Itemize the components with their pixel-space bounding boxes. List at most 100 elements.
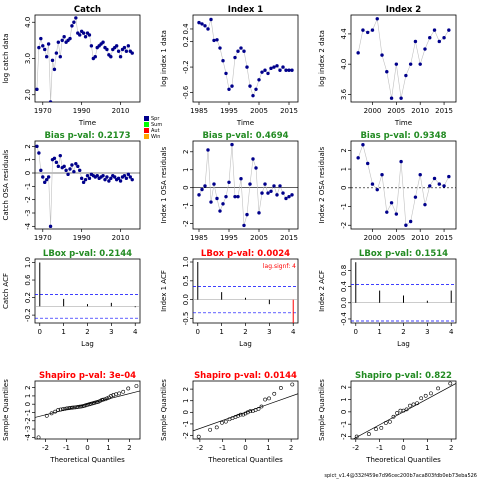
data-point <box>200 22 204 26</box>
data-point <box>215 196 219 201</box>
qq-reference-line <box>352 383 456 439</box>
x-tick-label: 2005 <box>387 107 405 115</box>
y-tick-label: 0 <box>340 410 348 414</box>
data-point <box>60 38 64 43</box>
data-point <box>257 78 261 82</box>
x-tick-label: 2 <box>401 328 405 336</box>
x-tick-label: 2010 <box>411 107 429 115</box>
data-point <box>260 191 264 195</box>
plot-area <box>35 16 134 102</box>
plot-area <box>351 143 456 227</box>
panel-title: Shapiro p-val: 3e-04 <box>39 371 136 381</box>
data-point <box>278 184 282 188</box>
footer-stamp: spict_v1.4@332f459e7d96cec200b7aca803fdb… <box>324 473 477 479</box>
data-point <box>78 168 82 173</box>
panel-11: Shapiro p-val: 0.0144 -2 -1 0 1 2 -2 -1 0 1 2 Theor… <box>160 371 299 464</box>
data-point <box>128 175 132 179</box>
qq-point <box>248 409 253 414</box>
panel-7: LBox p-val: 0.2144 0 1 2 3 4 -0.2 0.2 0.6 1.0 Lag C… <box>2 249 141 348</box>
qq-point <box>63 406 67 411</box>
data-point <box>254 166 258 170</box>
x-tick-label: 1 <box>425 444 429 452</box>
qq-point <box>272 391 277 396</box>
plot-frame <box>350 258 457 324</box>
y-tick-label: -2 <box>24 196 32 203</box>
data-point <box>284 68 288 72</box>
plot-area <box>35 144 140 229</box>
qq-point <box>196 434 201 439</box>
plot-frame <box>34 380 141 440</box>
data-point <box>380 53 384 57</box>
panel-title: LBox p-val: 0.0024 <box>201 249 290 259</box>
data-point <box>116 49 121 53</box>
data-point <box>200 187 204 192</box>
y-tick-label: 1 <box>24 157 32 161</box>
data-point <box>370 28 375 32</box>
data-point <box>83 35 88 39</box>
data-point <box>197 20 201 25</box>
qq-point <box>238 412 243 417</box>
data-point <box>242 49 246 53</box>
data-point <box>85 173 90 178</box>
data-point <box>224 71 228 76</box>
data-point <box>218 209 222 213</box>
qq-point <box>126 386 131 391</box>
qq-point <box>383 421 388 425</box>
data-point <box>206 27 210 31</box>
y-tick-label: -0.4 <box>340 312 348 326</box>
plot-frame <box>192 140 299 230</box>
data-point <box>254 87 258 91</box>
data-point <box>375 187 379 192</box>
panel-8: LBox p-val: 0.0024 0 1 2 3 4 -0.5 0.0 0.5 1.0 Lag I… <box>160 249 299 348</box>
data-point <box>56 40 61 44</box>
plot-area <box>193 382 298 439</box>
y-tick-label: -3 <box>24 426 32 433</box>
panel-6: Bias p-val: 0.9348 2000 2005 2010 2015 -2 -1 0 1… <box>318 131 457 242</box>
x-axis-label: Lag <box>397 340 410 348</box>
data-point <box>275 64 279 68</box>
data-point <box>284 196 288 201</box>
data-point <box>126 172 131 177</box>
x-tick-label: 0 <box>38 328 42 336</box>
x-tick-label: 0 <box>401 444 405 452</box>
acf-annotation: lag.signf: 4 <box>263 263 296 270</box>
qq-point <box>256 406 261 411</box>
x-tick-label: 2 <box>243 328 247 336</box>
y-axis-label: Catch ACF <box>2 273 10 309</box>
qq-point <box>290 382 295 387</box>
legend-label: Spr <box>151 116 160 122</box>
x-tick-label: 1 <box>61 328 65 336</box>
series-line <box>198 19 292 97</box>
data-point <box>242 223 246 228</box>
panel-title: Shapiro p-val: 0.0144 <box>194 371 297 381</box>
y-tick-label: 0.4 <box>340 280 348 292</box>
y-tick-label: 3.6 <box>340 88 348 100</box>
panel-5: Bias p-val: 0.4694 1985 1995 2005 2015 -2 -1 0 1… <box>160 131 299 242</box>
y-axis-label: Index 2 OSA residuals <box>318 146 326 223</box>
data-point <box>212 38 216 43</box>
y-tick-label: -1 <box>340 203 348 210</box>
x-tick-label: 4 <box>133 328 138 336</box>
data-point <box>269 189 273 193</box>
data-point <box>287 68 291 72</box>
x-tick-label: -2 <box>352 444 359 452</box>
data-point <box>72 20 76 24</box>
x-tick-label: 2 <box>289 444 293 452</box>
data-point <box>370 182 375 186</box>
y-axis-label: Sample Quantiles <box>318 379 326 441</box>
data-point <box>89 44 94 48</box>
y-tick-label: 0 <box>24 171 32 175</box>
y-tick-label: -0.6 <box>182 85 190 99</box>
x-tick-label: 2005 <box>250 107 268 115</box>
data-point <box>197 193 201 197</box>
qq-point <box>134 384 139 388</box>
y-axis-label: log index 2 data <box>318 30 326 87</box>
x-tick-label: 2 <box>449 444 453 452</box>
data-point <box>79 176 84 181</box>
panel-title: Bias p-val: 0.4694 <box>202 131 288 141</box>
qq-point <box>423 393 428 398</box>
data-point <box>95 173 99 178</box>
x-tick-label: 0 <box>243 444 247 452</box>
data-point <box>447 28 451 32</box>
data-point <box>103 177 107 182</box>
